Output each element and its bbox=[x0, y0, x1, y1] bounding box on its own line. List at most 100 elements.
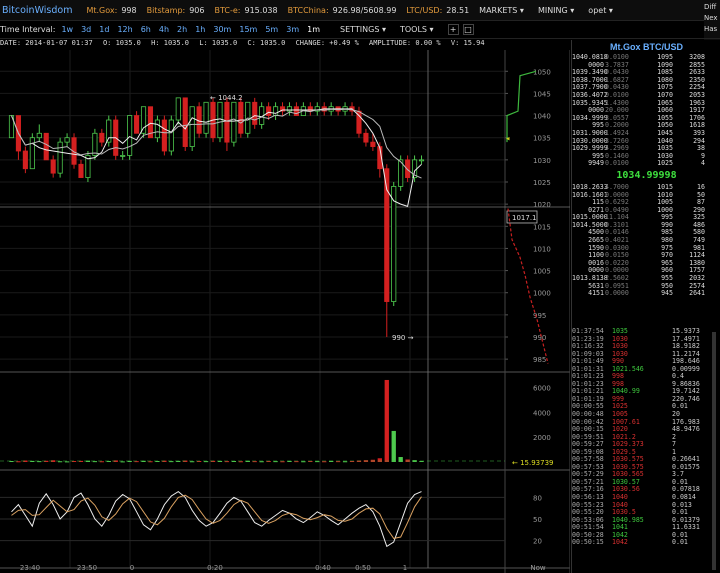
ask-cell: 38 bbox=[697, 144, 705, 153]
trade-row: 01:01:19 999 220.746 bbox=[572, 395, 720, 404]
tools-menu[interactable]: TOOLS ▾ bbox=[399, 25, 434, 34]
volume-bar bbox=[78, 460, 84, 462]
exchange-name[interactable]: BTCChina: bbox=[287, 5, 329, 15]
volume-bar bbox=[419, 461, 424, 463]
interval-option[interactable]: 15m bbox=[239, 25, 258, 34]
trade-time: 00:50:15 bbox=[572, 538, 604, 547]
volume-bar bbox=[190, 461, 195, 463]
interval-option[interactable]: 3m bbox=[286, 25, 300, 34]
bid-row: 1013.8138 2.5602 955 2032 bbox=[572, 274, 720, 283]
fullscreen-button[interactable]: □ bbox=[462, 24, 474, 35]
bid-cell: 955 bbox=[661, 274, 673, 283]
bid-row: 1100 0.0150 970 1124 bbox=[572, 252, 720, 260]
ask-cell: 1040 bbox=[657, 136, 673, 145]
trade-time: 01:01:49 bbox=[572, 357, 604, 366]
ask-cell: 0000 bbox=[588, 106, 604, 115]
exchange-name[interactable]: LTC/USD: bbox=[406, 5, 443, 15]
volume-bar bbox=[301, 461, 306, 463]
bid-cell: 950 bbox=[661, 281, 673, 290]
ask-cell: 1090 bbox=[657, 60, 673, 69]
time-tick: 0:50 bbox=[355, 564, 371, 572]
trade-price: 1040 bbox=[612, 500, 628, 509]
trade-price: 1021.2 bbox=[612, 432, 636, 441]
info-close: C: 1035.0 bbox=[247, 39, 286, 47]
exchange-name[interactable]: Mt.Gox: bbox=[86, 5, 118, 15]
bid-cell: 960 bbox=[661, 266, 673, 275]
brand-logo[interactable]: BitcoinWisdom bbox=[2, 4, 73, 16]
ask-cell: 3.0557 bbox=[605, 113, 629, 122]
trade-row: 00:57:21 1030.57 0.01 bbox=[572, 478, 720, 487]
interval-option[interactable]: 30m bbox=[213, 25, 232, 34]
candle-body bbox=[134, 115, 140, 134]
top-menu-item[interactable]: opet ▾ bbox=[588, 5, 613, 15]
trade-time: 00:57:53 bbox=[572, 462, 604, 471]
trade-price: 1040 bbox=[612, 493, 628, 502]
ask-cell: 4 bbox=[701, 159, 705, 168]
candle-body bbox=[120, 155, 126, 157]
interval-option[interactable]: 5m bbox=[265, 25, 279, 34]
bid-row: 1015.0000 11.104 995 325 bbox=[572, 214, 720, 222]
volume-bar bbox=[85, 460, 91, 462]
trade-history: 01:37:54 1035 15.9373 01:23:19 1030 17.4971 01… bbox=[572, 327, 720, 547]
volume-bar bbox=[391, 430, 396, 462]
bid-row: 2665 0.4021 980 749 bbox=[572, 236, 720, 245]
exchange-name[interactable]: BTC-e: bbox=[214, 5, 241, 15]
ask-cell: 1095 bbox=[657, 53, 673, 61]
trade-time: 00:57:29 bbox=[572, 470, 604, 479]
settings-menu[interactable]: SETTINGS ▾ bbox=[340, 25, 386, 34]
volume-bar bbox=[148, 461, 153, 463]
interval-option[interactable]: 4h bbox=[158, 25, 170, 34]
bid-cell: 4151 bbox=[588, 289, 604, 298]
trade-time: 00:00:15 bbox=[572, 425, 604, 434]
candle-body bbox=[50, 159, 56, 174]
ask-row: 1037.7900 0.0430 1075 2254 bbox=[572, 84, 720, 92]
info-high: H: 1035.0 bbox=[151, 39, 190, 47]
candle-body bbox=[175, 97, 181, 121]
ask-cell: 1036.4072 bbox=[572, 90, 608, 99]
trade-row: 01:01:31 1021.546 0.00999 bbox=[572, 365, 720, 374]
bid-cell: 970 bbox=[661, 251, 673, 260]
bid-cell: 2.5602 bbox=[605, 274, 629, 283]
ask-cell: 995 bbox=[592, 151, 604, 160]
top-menu-item[interactable]: MARKETS ▾ bbox=[479, 5, 524, 15]
candle-body bbox=[154, 119, 160, 139]
interval-option[interactable]: 1m bbox=[307, 25, 321, 34]
price-chart[interactable]: 1050104510401035103010251020101510101005… bbox=[0, 50, 570, 573]
trade-volume: 0.26641 bbox=[672, 455, 700, 464]
exchange-name[interactable]: Bitstamp: bbox=[146, 5, 186, 15]
top-menu-item[interactable]: MINING ▾ bbox=[537, 5, 575, 15]
bid-row: 0000 0.0000 960 1757 bbox=[572, 267, 720, 275]
osc-d-line bbox=[11, 494, 422, 539]
interval-option[interactable]: 1h bbox=[195, 25, 206, 34]
price-tick: 990 bbox=[533, 334, 546, 342]
candle-body bbox=[57, 141, 63, 174]
trade-scrollbar[interactable] bbox=[712, 332, 716, 570]
interval-option[interactable]: 6h bbox=[140, 25, 151, 34]
price-tick: 1025 bbox=[533, 179, 551, 187]
bid-row: 4500 0.0146 985 580 bbox=[572, 229, 720, 237]
trade-price: 1020 bbox=[612, 425, 628, 434]
trade-price: 1030.575 bbox=[612, 462, 644, 471]
candle-body bbox=[8, 115, 15, 139]
bid-cell: 980 bbox=[661, 236, 673, 245]
interval-option[interactable]: 1w bbox=[61, 25, 74, 34]
interval-option[interactable]: 3d bbox=[81, 25, 92, 34]
bid-row: 0016 0.0220 965 1380 bbox=[572, 259, 720, 268]
volume-bar bbox=[259, 461, 264, 463]
last-trade-arrow: ◂ bbox=[506, 135, 510, 143]
interval-option[interactable]: 2h bbox=[177, 25, 188, 34]
volume-bar bbox=[266, 461, 271, 463]
interval-option[interactable]: 1d bbox=[99, 25, 110, 34]
volume-bar bbox=[329, 460, 334, 462]
trade-row: 00:50:15 1042 0.01 bbox=[572, 539, 720, 547]
bid-cell: 0.0951 bbox=[605, 281, 629, 290]
interval-option[interactable]: 12h bbox=[117, 25, 133, 34]
ask-cell: 9949 bbox=[588, 159, 604, 168]
volume-bar bbox=[252, 461, 257, 463]
add-indicator-button[interactable]: + bbox=[447, 24, 459, 35]
bid-cell: 290 bbox=[693, 205, 705, 214]
price-tick: 1005 bbox=[533, 268, 551, 276]
trade-row: 00:57:53 1030.575 0.01575 bbox=[572, 462, 720, 472]
bid-cell: 16 bbox=[697, 182, 705, 191]
price-tick: 1035 bbox=[533, 135, 551, 143]
